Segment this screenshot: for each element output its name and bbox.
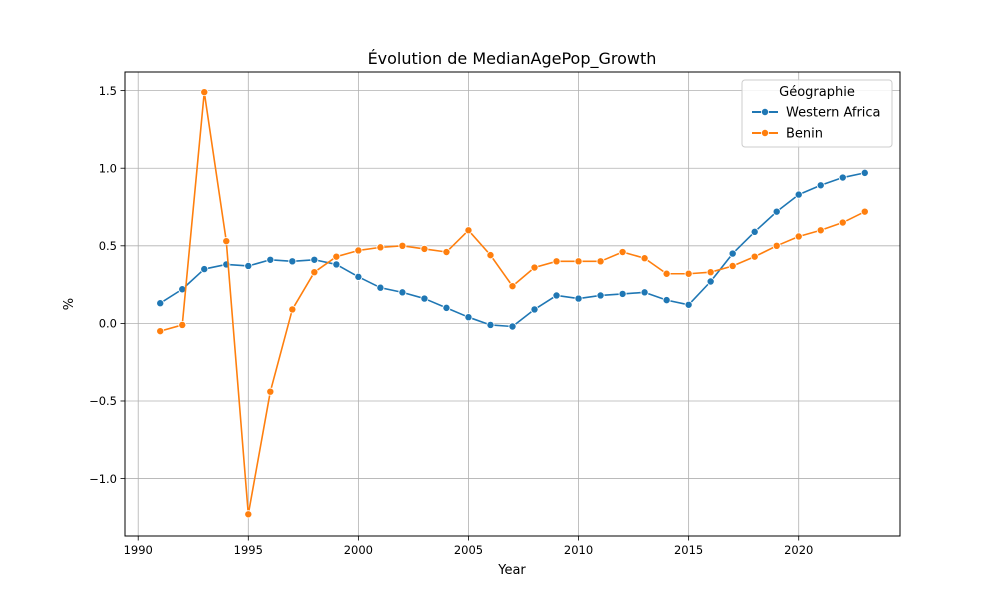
data-point-western-africa xyxy=(596,291,605,300)
data-point-benin xyxy=(574,257,583,266)
data-point-benin xyxy=(816,226,825,235)
data-point-benin xyxy=(662,269,671,278)
data-point-benin xyxy=(420,244,429,253)
y-tick-label: −1.0 xyxy=(89,472,117,486)
data-point-western-africa xyxy=(464,313,473,322)
data-point-western-africa xyxy=(750,227,759,236)
legend-title: Géographie xyxy=(779,85,855,100)
data-point-benin xyxy=(618,248,627,257)
data-point-benin xyxy=(398,241,407,250)
data-point-western-africa xyxy=(244,261,253,270)
data-point-benin xyxy=(772,241,781,250)
series-group xyxy=(156,88,869,519)
data-point-benin xyxy=(838,218,847,227)
data-point-benin xyxy=(354,246,363,255)
data-point-benin xyxy=(156,327,165,336)
x-tick-label: 1995 xyxy=(234,543,263,557)
data-point-western-africa xyxy=(354,272,363,281)
y-tick-label: 1.5 xyxy=(99,84,117,98)
legend-marker-benin xyxy=(761,128,770,137)
x-axis-label: Year xyxy=(497,563,526,578)
data-point-western-africa xyxy=(310,255,319,264)
data-point-western-africa xyxy=(838,173,847,182)
y-tick-label: 0.5 xyxy=(99,239,117,253)
data-point-benin xyxy=(464,226,473,235)
data-point-western-africa xyxy=(816,181,825,190)
legend-marker-western-africa xyxy=(761,108,770,117)
axes: 1990 1995 2000 2005 2010 2015 2020 −1.0 −0.5 0.0 0… xyxy=(89,84,813,557)
data-point-western-africa xyxy=(860,168,869,177)
data-point-benin xyxy=(706,268,715,277)
data-point-western-africa xyxy=(706,277,715,286)
chart-title: Évolution de MedianAgePop_Growth xyxy=(368,49,657,69)
data-point-western-africa xyxy=(442,303,451,312)
legend-label-western-africa: Western Africa xyxy=(786,106,881,121)
data-point-benin xyxy=(508,282,517,291)
x-tick-label: 1990 xyxy=(124,543,153,557)
x-tick-label: 2020 xyxy=(784,543,813,557)
data-point-benin xyxy=(288,305,297,314)
data-point-western-africa xyxy=(332,260,341,269)
data-point-benin xyxy=(596,257,605,266)
data-point-western-africa xyxy=(640,288,649,297)
data-point-benin xyxy=(266,387,275,396)
data-point-western-africa xyxy=(684,300,693,309)
data-point-benin xyxy=(684,269,693,278)
data-point-benin xyxy=(376,243,385,252)
data-point-benin xyxy=(728,261,737,270)
data-point-benin xyxy=(310,268,319,277)
data-point-benin xyxy=(442,248,451,257)
data-point-western-africa xyxy=(662,296,671,305)
data-point-western-africa xyxy=(574,294,583,303)
data-point-benin xyxy=(244,510,253,519)
x-tick-label: 2010 xyxy=(564,543,593,557)
data-point-benin xyxy=(750,252,759,261)
y-tick-label: 0.0 xyxy=(99,317,117,331)
data-point-western-africa xyxy=(266,255,275,264)
data-point-western-africa xyxy=(200,265,209,274)
data-point-benin xyxy=(332,252,341,261)
data-point-western-africa xyxy=(728,249,737,258)
data-point-benin xyxy=(794,232,803,241)
data-point-western-africa xyxy=(376,283,385,292)
y-axis-label: % xyxy=(62,298,77,310)
y-tick-label: −0.5 xyxy=(89,394,117,408)
legend-label-benin: Benin xyxy=(786,127,823,142)
data-point-western-africa xyxy=(618,289,627,298)
data-point-western-africa xyxy=(398,288,407,297)
data-point-benin xyxy=(640,254,649,263)
data-point-benin xyxy=(222,237,231,246)
data-point-benin xyxy=(200,88,209,97)
data-point-benin xyxy=(530,263,539,272)
plot-frame xyxy=(124,71,901,537)
data-point-benin xyxy=(178,320,187,329)
legend-box xyxy=(741,79,893,148)
data-point-western-africa xyxy=(420,294,429,303)
data-point-western-africa xyxy=(508,322,517,331)
data-point-western-africa xyxy=(772,207,781,216)
data-point-western-africa xyxy=(794,190,803,199)
data-point-western-africa xyxy=(486,320,495,329)
x-tick-label: 2005 xyxy=(454,543,483,557)
x-tick-label: 2000 xyxy=(344,543,373,557)
data-point-western-africa xyxy=(288,257,297,266)
legend: Géographie Western Africa Benin xyxy=(741,79,893,148)
y-tick-label: 1.0 xyxy=(99,161,117,175)
data-point-western-africa xyxy=(530,305,539,314)
data-point-benin xyxy=(552,257,561,266)
data-point-benin xyxy=(860,207,869,216)
data-point-benin xyxy=(486,251,495,260)
data-point-western-africa xyxy=(156,299,165,308)
x-tick-label: 2015 xyxy=(674,543,703,557)
data-point-western-africa xyxy=(552,291,561,300)
